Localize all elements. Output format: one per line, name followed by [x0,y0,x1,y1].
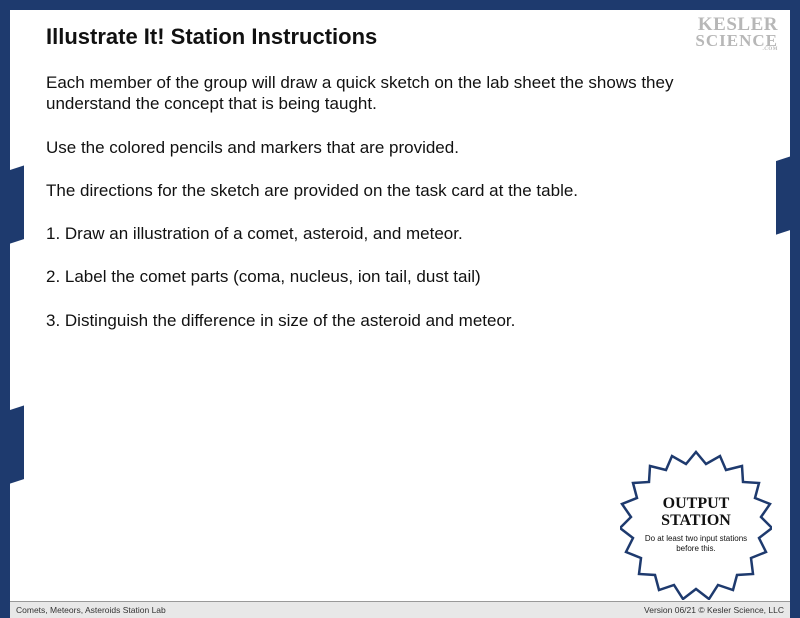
footer-right: Version 06/21 © Kesler Science, LLC [644,605,784,615]
badge-title: OUTPUTSTATION [641,495,751,530]
list-item: 3. Distinguish the difference in size of… [46,310,754,331]
page-title: Illustrate It! Station Instructions [46,24,754,50]
list-item: 2. Label the comet parts (coma, nucleus,… [46,266,754,287]
paragraph: Use the colored pencils and markers that… [46,137,754,158]
brand-logo: KESLER SCIENCE .COM [695,16,778,53]
logo-line2: SCIENCE [695,33,778,48]
paragraph: Each member of the group will draw a qui… [46,72,754,115]
footer-bar: Comets, Meteors, Asteroids Station Lab V… [10,601,790,618]
footer-left: Comets, Meteors, Asteroids Station Lab [16,605,166,615]
badge-subtitle: Do at least two input stations before th… [641,534,751,553]
output-station-badge: OUTPUTSTATION Do at least two input stat… [620,448,772,600]
body-text: Each member of the group will draw a qui… [46,72,754,331]
list-item: 1. Draw an illustration of a comet, aste… [46,223,754,244]
paragraph: The directions for the sketch are provid… [46,180,754,201]
